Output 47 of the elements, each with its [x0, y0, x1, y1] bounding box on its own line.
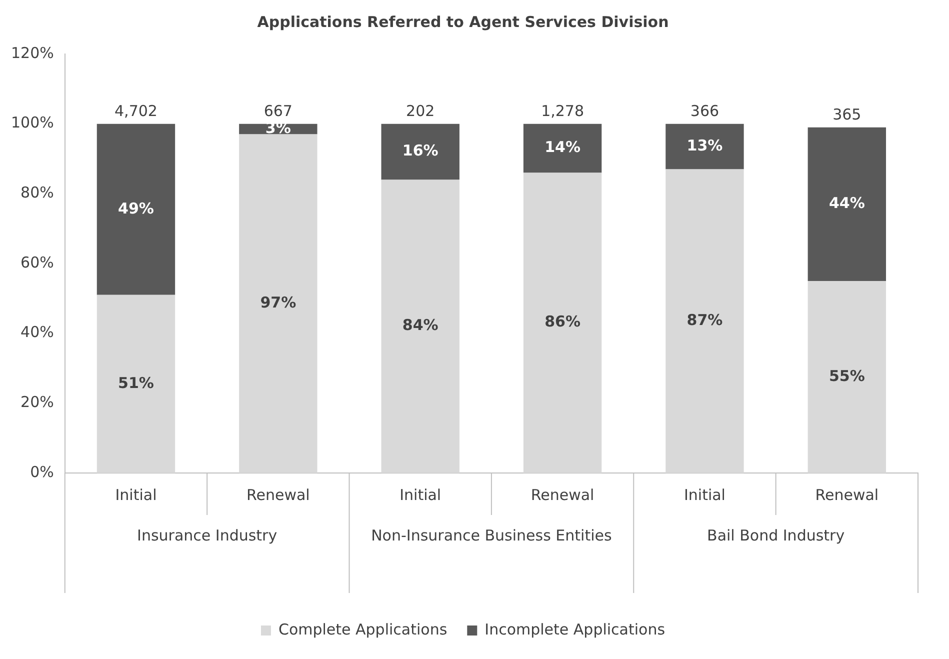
y-tick-label: 20%	[20, 393, 54, 412]
data-label: 55%	[828, 366, 865, 385]
x-tick-label: Initial	[400, 486, 442, 504]
bar	[96, 294, 176, 473]
annotation: 366	[690, 102, 720, 120]
y-tick-label: 60%	[20, 253, 54, 272]
data-label: 86%	[544, 312, 580, 331]
data-label: 87%	[686, 311, 723, 330]
legend-label: Complete Applications	[278, 620, 448, 638]
data-label: 97%	[260, 294, 296, 312]
x-tick-label: Initial	[684, 486, 726, 504]
y-tick-label: 100%	[10, 114, 54, 132]
data-label: 51%	[118, 374, 154, 392]
bar	[808, 127, 886, 281]
bar	[381, 124, 460, 180]
text: Insurance Industry	[137, 526, 278, 544]
x-tick-label: Renewal	[246, 486, 310, 504]
text: Non-Insurance Business Entities	[371, 526, 612, 544]
y-tick-label: 80%	[20, 184, 54, 202]
bar	[666, 124, 744, 170]
annotation: 365	[832, 106, 862, 124]
bar	[523, 172, 602, 473]
data-label: 84%	[402, 316, 438, 334]
bar	[381, 180, 460, 473]
data-label: 49%	[118, 199, 154, 218]
data-label: 14%	[544, 138, 580, 156]
annotation: 4,702	[114, 102, 158, 120]
data-label: 44%	[828, 194, 865, 212]
legend-label: Incomplete Applications	[484, 620, 666, 638]
x-tick-label: Renewal	[530, 486, 594, 504]
y-tick-label: 40%	[20, 323, 54, 342]
bar	[239, 134, 318, 473]
y-tick-label: 120%	[10, 44, 54, 62]
annotation: 1,278	[541, 102, 584, 120]
y-tick-label: 0%	[30, 462, 54, 481]
bar	[808, 280, 886, 473]
annotation: 667	[264, 102, 292, 120]
data-label: 16%	[402, 142, 438, 160]
data-label: 13%	[686, 136, 723, 154]
bar	[523, 124, 602, 173]
text: Bail Bond Industry	[707, 526, 845, 544]
bar	[666, 169, 744, 473]
annotation: 202	[406, 102, 435, 120]
bar	[96, 124, 176, 295]
x-tick-label: Renewal	[815, 486, 879, 504]
x-tick-label: Initial	[115, 486, 157, 504]
chart-title: Applications Referred to Agent Services Division	[257, 12, 669, 31]
